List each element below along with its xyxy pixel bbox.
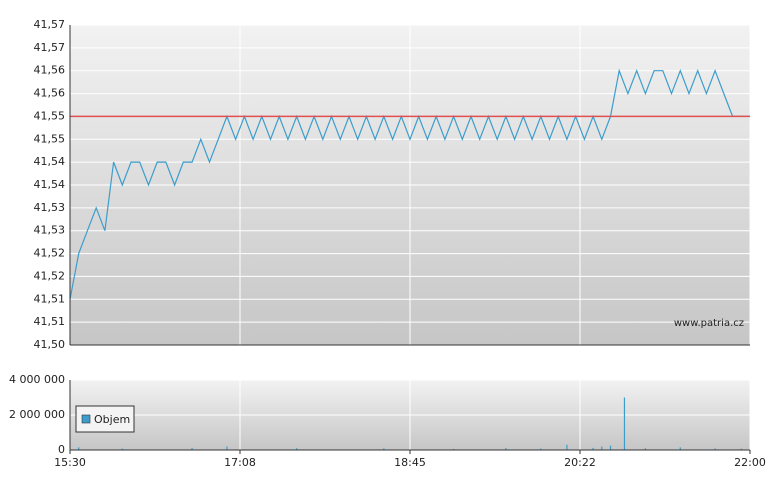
y-tick-label: 41,53: [34, 201, 66, 214]
y-tick-label: 41,53: [34, 224, 66, 237]
y-tick-label: 2 000 000: [9, 408, 65, 421]
y-tick-label: 0: [58, 443, 65, 456]
y-tick-label: 41,55: [34, 109, 66, 122]
y-tick-label: 41,56: [34, 87, 66, 100]
legend-swatch: [81, 414, 91, 424]
y-tick-label: 41,52: [34, 269, 66, 282]
volume-bar: [566, 444, 568, 450]
y-tick-label: 41,54: [34, 178, 66, 191]
y-tick-label: 41,57: [34, 18, 66, 31]
volume-bar: [623, 397, 626, 450]
y-tick-label: 41,51: [34, 292, 66, 305]
volume-bar: [383, 448, 385, 450]
volume-bar: [505, 448, 507, 450]
x-tick-label: 17:08: [224, 456, 256, 469]
volume-bar: [452, 448, 455, 450]
watermark: www.patria.cz: [674, 318, 744, 329]
volume-bar: [540, 448, 542, 450]
volume-bar: [714, 448, 716, 450]
volume-bar: [601, 446, 603, 450]
volume-bar: [644, 448, 646, 450]
y-tick-label: 41,55: [34, 132, 66, 145]
volume-bar: [296, 448, 298, 450]
volume-bar: [679, 447, 681, 450]
y-tick-label: 41,56: [34, 64, 66, 77]
y-tick-label: 41,50: [34, 338, 66, 351]
x-tick-label: 18:45: [394, 456, 426, 469]
x-tick-label: 22:00: [734, 456, 766, 469]
volume-bar: [226, 446, 228, 450]
y-tick-label: 4 000 000: [9, 373, 65, 386]
volume-bar: [592, 447, 594, 450]
legend-label: Objem: [94, 413, 130, 426]
volume-bar: [191, 447, 193, 450]
y-tick-label: 41,52: [34, 247, 66, 260]
price-line: [69, 68, 750, 300]
volume-bar: [78, 447, 80, 450]
x-tick-label: 20:22: [564, 456, 596, 469]
y-tick-label: 41,54: [34, 155, 66, 168]
volume-bar: [609, 445, 612, 450]
volume-bar: [740, 448, 742, 450]
x-tick-label: 15:30: [54, 456, 86, 469]
volume-bar: [121, 448, 123, 450]
y-tick-label: 41,51: [34, 315, 66, 328]
y-tick-label: 41,57: [34, 41, 66, 54]
